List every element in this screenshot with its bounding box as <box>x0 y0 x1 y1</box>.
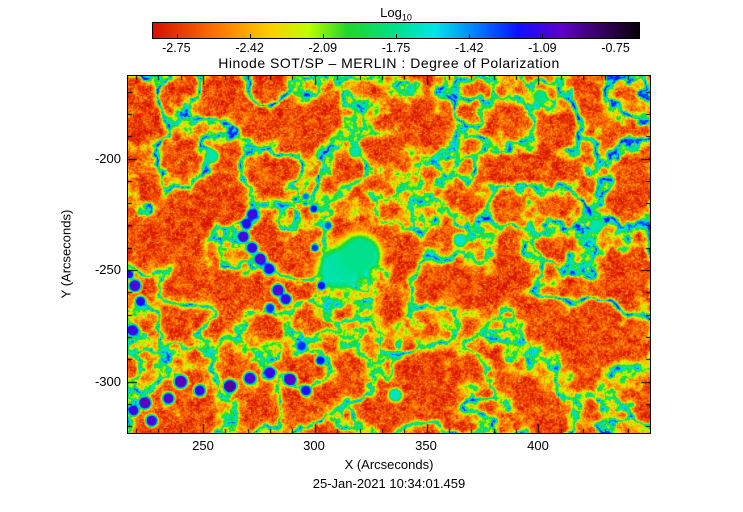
timestamp-label: 25-Jan-2021 10:34:01.459 <box>312 476 466 491</box>
colorbar-tick-label: -2.09 <box>308 41 338 55</box>
y-tick-label: -300 <box>94 374 121 389</box>
plot-title: Hinode SOT/SP – MERLIN : Degree of Polar… <box>218 55 560 71</box>
colorbar-tick <box>541 34 543 38</box>
colorbar-scale-label-text: Log <box>380 5 402 20</box>
colorbar-tick-label: -0.75 <box>601 41 630 55</box>
polarization-heatmap <box>128 76 650 433</box>
plot-area <box>127 75 651 434</box>
colorbar-scale-label-subscript: 10 <box>401 12 412 23</box>
colorbar-tick-label: -2.75 <box>162 41 191 55</box>
x-tick-label: 300 <box>303 438 325 453</box>
colorbar-tick-labels: -2.75 -2.42 -2.09 -1.75 -1.42 -1.09 -0.7… <box>152 41 640 55</box>
colorbar-tick <box>177 34 179 38</box>
y-tick-label: -250 <box>94 262 121 277</box>
colorbar-tick-label: -1.09 <box>528 41 557 55</box>
colorbar <box>152 22 640 39</box>
colorbar-tick <box>396 34 397 38</box>
colorbar-tick-label: -1.75 <box>381 41 411 55</box>
x-axis-label: X (Arcseconds) <box>344 457 434 472</box>
colorbar-tick <box>468 34 470 38</box>
colorbar-tick <box>614 34 616 38</box>
x-tick-label: 250 <box>192 438 214 453</box>
y-tick-label: -200 <box>94 151 121 166</box>
colorbar-tick <box>250 34 252 38</box>
colorbar-tick <box>323 34 325 38</box>
colorbar-tick-label: -1.42 <box>454 41 484 55</box>
x-tick-label: 350 <box>415 438 437 453</box>
colorbar-tick-label: -2.42 <box>235 41 264 55</box>
y-axis-label: Y (Arcseconds) <box>58 209 74 299</box>
x-tick-label: 400 <box>527 438 549 453</box>
colorbar-scale-label: Log10 <box>152 5 640 23</box>
